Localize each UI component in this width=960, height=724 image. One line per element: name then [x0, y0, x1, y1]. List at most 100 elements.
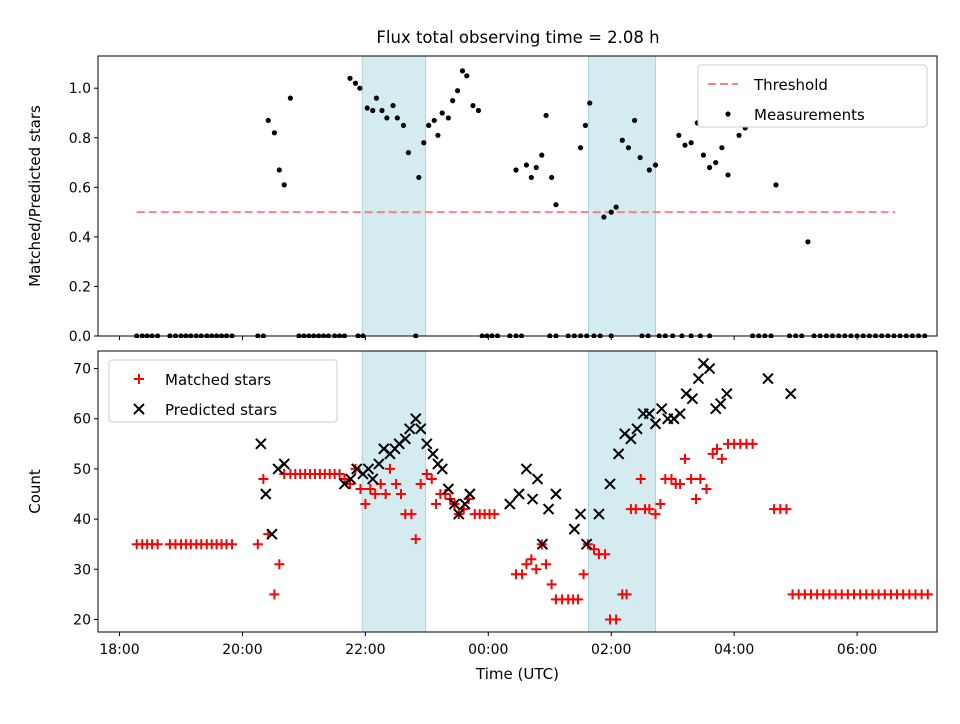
predicted-star-point [427, 448, 439, 460]
measurement-point [577, 145, 584, 151]
matched-star-point [701, 483, 712, 494]
measurement-point [271, 130, 278, 136]
matched-star-point [526, 554, 537, 565]
matched-star-point [258, 473, 269, 484]
highlight-span-0 [361, 55, 427, 337]
y-tick-label: 20 [73, 612, 91, 628]
matched-star-point [384, 463, 395, 474]
matched-star-point [781, 504, 792, 515]
predicted-star-point [762, 372, 774, 385]
measurement-point [265, 117, 271, 124]
measurement-point [470, 102, 476, 109]
predicted-star-point [550, 488, 562, 500]
measurement-point [725, 172, 731, 178]
x-tick-label: 02:00 [591, 642, 631, 658]
legend-predicted-swatch [133, 403, 145, 415]
matched-star-point [489, 509, 500, 520]
measurement-point [700, 152, 707, 158]
measurement-point [736, 132, 742, 138]
measurement-point [613, 204, 619, 210]
matched-star-point [226, 539, 237, 550]
matched-star-point [339, 473, 350, 484]
legend-matched-swatch [134, 374, 144, 384]
matched-star-point [922, 589, 933, 600]
measurement-point [652, 162, 659, 168]
highlight-span-1 [587, 55, 656, 337]
predicted-star-point [448, 498, 461, 510]
matched-star-point [686, 473, 697, 484]
predicted-star-point [631, 423, 643, 435]
chart-title: Flux total observing time = 2.08 h [376, 28, 659, 47]
matched-star-point [517, 569, 528, 580]
legend-box [697, 64, 928, 128]
matched-star-point [334, 468, 345, 479]
matched-star-point [644, 504, 655, 515]
legend-measurement-swatch [725, 111, 731, 117]
predicted-star-point [278, 458, 290, 470]
predicted-star-point [266, 528, 278, 540]
y-tick-label: 0.8 [69, 131, 91, 147]
predicted-star-point [536, 538, 549, 550]
measurement-point [454, 88, 461, 94]
matched-star-point [431, 499, 442, 510]
y-tick-label: 0.4 [69, 230, 91, 246]
legend-box [108, 359, 338, 423]
predicted-star-point [785, 387, 797, 400]
measurement-point [528, 174, 534, 181]
matched-star-point [521, 559, 532, 570]
predicted-star-point [464, 488, 476, 500]
measurement-point [676, 132, 682, 138]
measurement-point [706, 164, 713, 171]
y-tick-label: 1.0 [69, 81, 91, 97]
predicted-star-point [410, 413, 422, 425]
measurement-point [464, 73, 470, 79]
matched-star-point [406, 509, 417, 520]
measurement-point [773, 182, 779, 188]
highlight-span-0 [361, 350, 427, 633]
y-tick-label: 0.0 [69, 329, 91, 345]
predicted-star-point [593, 508, 605, 520]
matched-star-point [573, 594, 584, 605]
matched-star-point [600, 549, 611, 560]
legend-entry-label: Predicted stars [165, 401, 277, 419]
bottom-panel: 20 30 40 50 60 70 18:00 20:00 22:00 00:00 02:00 04:… [26, 350, 938, 683]
predicted-star-point [643, 408, 656, 420]
matched-star-point [711, 443, 722, 454]
predicted-star-point [442, 483, 455, 495]
measurement-point [539, 152, 545, 158]
measurement-point [281, 182, 287, 188]
legend-entry-label: Threshold [753, 76, 828, 94]
measurement-point [625, 145, 632, 151]
y-tick-label: 50 [73, 462, 91, 478]
measurement-point [439, 110, 445, 116]
x-tick-label: 20:00 [222, 642, 262, 658]
measurement-point [450, 98, 456, 104]
measurement-point [384, 115, 390, 121]
measurement-point [553, 202, 559, 208]
axes-frame [97, 350, 938, 633]
measurement-point [637, 154, 643, 161]
predicted-star-point [421, 438, 433, 450]
measurement-point [682, 142, 688, 148]
matched-star-point [370, 489, 381, 500]
legend-entry-label: Measurements [754, 106, 865, 124]
matched-star-point [410, 534, 421, 545]
matched-star-point [421, 468, 432, 479]
measurement-point [390, 102, 396, 109]
matched-star-point [415, 478, 426, 489]
matched-star-point [611, 614, 622, 625]
predicted-star-point [649, 418, 662, 430]
matched-star-point [695, 473, 706, 484]
matched-star-point [541, 559, 552, 570]
matched-star-point [675, 478, 686, 489]
x-tick-label: 00:00 [468, 642, 508, 658]
predicted-star-point [453, 508, 465, 520]
predicted-star-point [686, 392, 699, 405]
measurement-point [582, 122, 589, 128]
predicted-star-point [674, 408, 686, 420]
matched-star-point [630, 504, 641, 515]
matched-star-point [391, 478, 402, 489]
predicted-star-point [414, 423, 427, 435]
matched-star-point [655, 499, 666, 510]
matched-star-point [269, 589, 280, 600]
